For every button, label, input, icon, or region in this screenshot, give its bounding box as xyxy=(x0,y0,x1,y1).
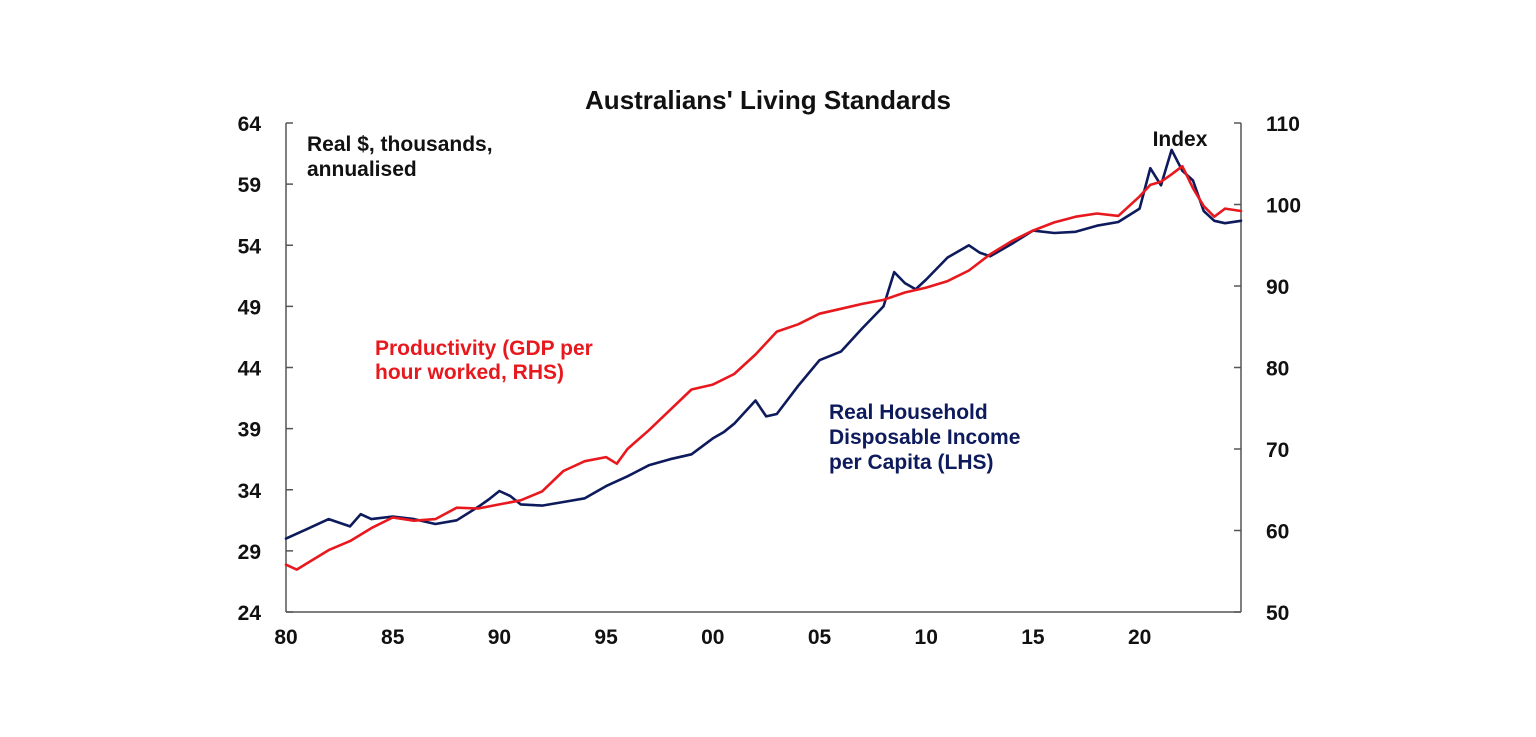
x-tick-label: 20 xyxy=(1128,626,1151,649)
x-tick-label: 85 xyxy=(381,626,405,649)
left-tick-label: 59 xyxy=(238,174,261,197)
x-tick-label: 90 xyxy=(488,626,511,649)
right-tick-label: 100 xyxy=(1266,195,1301,218)
left-tick-label: 39 xyxy=(238,419,261,442)
left-axis-note: Real $, thousands, annualised xyxy=(307,133,498,181)
x-tick-label: 80 xyxy=(274,626,297,649)
income-line xyxy=(284,148,1243,540)
right-tick-label: 90 xyxy=(1266,276,1289,299)
left-tick-label: 29 xyxy=(238,541,261,564)
right-tick-label: 80 xyxy=(1266,358,1289,381)
x-axis-ticks: 80 85 90 95 00 05 10 15 20 xyxy=(274,626,1151,649)
left-tick-label: 44 xyxy=(238,358,262,381)
left-tick-label: 34 xyxy=(238,480,262,503)
chart-title: Australians' Living Standards xyxy=(585,85,951,115)
right-tick-label: 60 xyxy=(1266,521,1289,544)
x-tick-label: 05 xyxy=(808,626,832,649)
left-axis-ticks: 24 29 34 39 44 49 54 59 64 xyxy=(238,113,293,625)
x-tick-label: 10 xyxy=(915,626,938,649)
left-tick-label: 49 xyxy=(238,296,261,319)
productivity-line xyxy=(284,164,1243,571)
left-tick-label: 24 xyxy=(238,602,262,625)
x-tick-label: 15 xyxy=(1021,626,1045,649)
income-series-label: Real Household Disposable Income per Cap… xyxy=(829,401,1026,474)
series-lines xyxy=(284,148,1243,571)
right-axis-ticks: 50 60 70 80 90 100 110 xyxy=(1234,113,1301,625)
right-tick-label: 110 xyxy=(1266,113,1300,136)
right-tick-label: 50 xyxy=(1266,602,1289,625)
right-tick-label: 70 xyxy=(1266,439,1289,462)
right-axis-note: Index xyxy=(1153,128,1208,151)
left-tick-label: 54 xyxy=(238,235,262,258)
left-tick-label: 64 xyxy=(238,113,262,136)
x-tick-label: 95 xyxy=(594,626,618,649)
productivity-series-label: Productivity (GDP per hour worked, RHS) xyxy=(375,337,599,384)
x-tick-label: 00 xyxy=(701,626,724,649)
